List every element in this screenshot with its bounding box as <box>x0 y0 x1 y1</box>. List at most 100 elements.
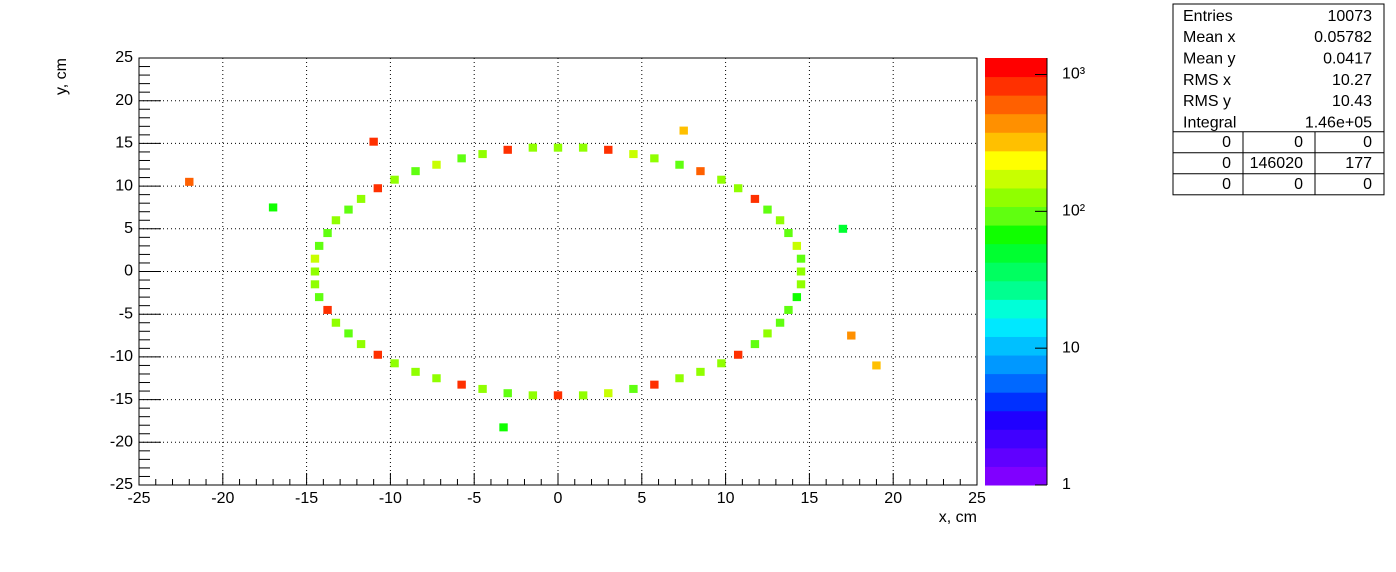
stats-label: Integral <box>1183 114 1236 131</box>
stats-label: Entries <box>1183 8 1233 25</box>
heatmap-cell <box>847 331 856 340</box>
colorbar-band <box>985 299 1047 319</box>
x-tick-label: 20 <box>884 490 902 507</box>
heatmap-cell <box>314 293 324 302</box>
colorbar-band <box>985 169 1047 189</box>
x-tick-label: -20 <box>211 490 234 507</box>
stats-cell: 0 <box>1294 134 1303 151</box>
heatmap-cell <box>784 229 793 238</box>
heatmap-cell <box>553 391 563 400</box>
heatmap-cell <box>578 143 588 152</box>
colorbar-tick-label: 10² <box>1062 203 1086 220</box>
y-tick-label: -20 <box>110 434 133 451</box>
heatmap-cell <box>872 361 881 370</box>
y-tick-label: -25 <box>110 476 133 493</box>
colorbar-band <box>985 187 1047 208</box>
stats-cell: 0 <box>1222 134 1231 151</box>
heatmap-cell <box>369 137 378 146</box>
colorbar-band <box>985 355 1047 375</box>
heatmap-cell <box>750 340 760 349</box>
heatmap-cell <box>675 374 684 383</box>
y-tick-label: -10 <box>110 348 133 365</box>
stats-cell: 0 <box>1363 134 1372 151</box>
heatmap-cell <box>763 205 772 214</box>
heatmap-cell <box>323 305 332 314</box>
colorbar-band <box>985 95 1047 115</box>
y-tick-label: -15 <box>110 391 133 408</box>
stats-cell: 177 <box>1345 155 1372 172</box>
colorbar-band <box>985 262 1047 282</box>
stats-cell: 0 <box>1222 176 1231 193</box>
x-axis-label: x, cm <box>939 509 977 526</box>
stats-label: RMS y <box>1183 93 1231 110</box>
heatmap-cell <box>784 305 793 314</box>
y-tick-label: 10 <box>115 177 133 194</box>
stats-label: Mean y <box>1183 50 1235 67</box>
heatmap-cell <box>331 318 341 327</box>
stats-value: 10.43 <box>1332 93 1372 110</box>
heatmap-cell <box>344 205 353 214</box>
y-axis-label: y, cm <box>53 58 70 95</box>
heatmap-cell <box>478 150 487 159</box>
stats-cell: 0 <box>1294 176 1303 193</box>
heatmap-cell <box>792 293 802 302</box>
heatmap-cell <box>373 350 383 359</box>
x-tick-label: -10 <box>379 490 402 507</box>
heatmap-cell <box>310 267 320 276</box>
heatmap-cell <box>553 143 563 152</box>
heatmap-cell <box>775 318 785 327</box>
heatmap-cell <box>604 145 613 154</box>
heatmap-cell <box>310 280 320 289</box>
heatmap-cell <box>268 203 278 212</box>
colorbar-band <box>985 392 1047 412</box>
heatmap-cell <box>310 254 320 263</box>
x-tick-label: 25 <box>968 490 986 507</box>
heatmap-cell <box>457 154 466 163</box>
stats-label: RMS x <box>1183 72 1231 89</box>
y-tick-label: 15 <box>115 135 133 152</box>
heatmap-cell <box>796 254 806 263</box>
heatmap-cell <box>411 367 420 376</box>
heatmap-cell <box>185 177 194 186</box>
x-tick-label: 5 <box>637 490 646 507</box>
colorbar-band <box>985 373 1047 393</box>
heatmap-cell <box>796 280 806 289</box>
stats-value: 0.05782 <box>1314 29 1372 46</box>
heatmap-cell <box>478 384 487 393</box>
stats-value: 10.27 <box>1332 72 1372 89</box>
heatmap-cell <box>679 126 688 135</box>
heatmap-cell <box>717 359 726 368</box>
stats-value: 0.0417 <box>1323 50 1372 67</box>
heatmap-cell <box>432 160 441 169</box>
heatmap-cell <box>411 167 420 176</box>
heatmap-cell <box>675 160 684 169</box>
y-tick-label: -5 <box>119 305 133 322</box>
heatmap-cell <box>733 184 743 193</box>
colorbar-band <box>985 150 1047 170</box>
heatmap-cell <box>499 423 508 432</box>
stats-value: 1.46e+05 <box>1305 114 1372 131</box>
heatmap-cell <box>733 350 743 359</box>
colorbar-tick-label: 10³ <box>1062 66 1086 83</box>
colorbar-band <box>985 206 1047 226</box>
heatmap-cell <box>390 175 399 184</box>
heatmap-cell <box>528 391 538 400</box>
colorbar-band <box>985 317 1047 337</box>
heatmap-cell <box>390 359 399 368</box>
heatmap-cell <box>323 229 332 238</box>
stats-label: Mean x <box>1183 29 1235 46</box>
y-tick-label: 20 <box>115 92 133 109</box>
heatmap-cell <box>432 374 441 383</box>
heatmap-cell <box>629 150 638 159</box>
colorbar-band <box>985 132 1047 152</box>
colorbar-band <box>985 466 1047 486</box>
colorbar-band <box>985 447 1047 467</box>
stats-cell: 146020 <box>1250 155 1303 172</box>
x-tick-label: -5 <box>467 490 481 507</box>
heatmap-cell <box>528 143 538 152</box>
heatmap-cell <box>503 145 512 154</box>
colorbar-band <box>985 113 1047 133</box>
heatmap-cell <box>650 380 659 389</box>
